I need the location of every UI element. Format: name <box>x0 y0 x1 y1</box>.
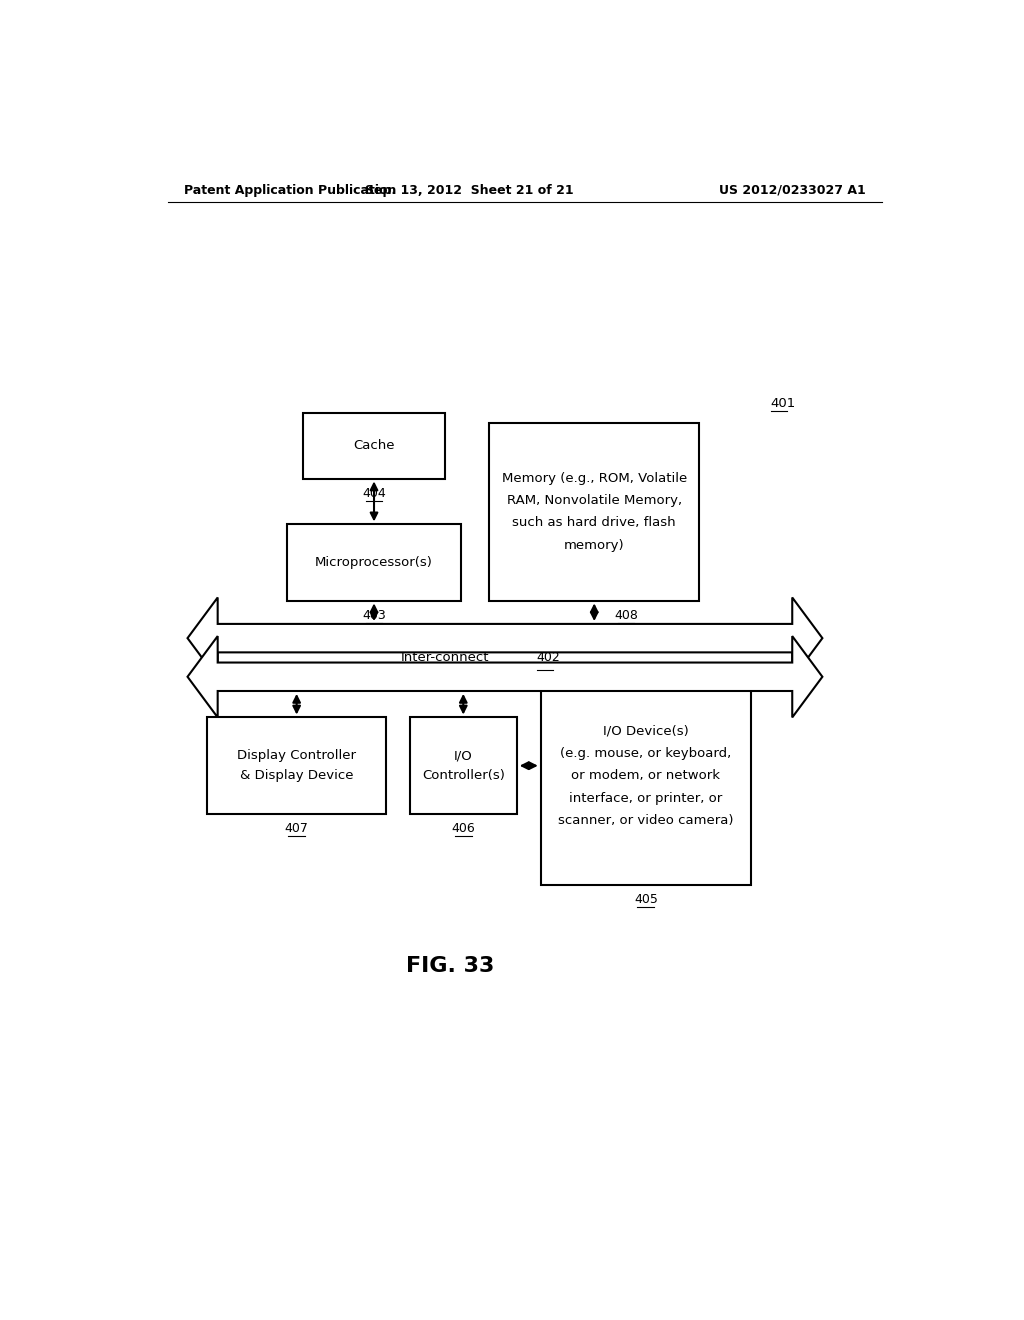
Polygon shape <box>187 598 822 678</box>
Text: 401: 401 <box>771 397 796 411</box>
FancyBboxPatch shape <box>303 412 445 479</box>
Text: FIG. 33: FIG. 33 <box>406 956 495 977</box>
Text: memory): memory) <box>564 539 625 552</box>
Text: 408: 408 <box>614 609 638 622</box>
Text: such as hard drive, flash: such as hard drive, flash <box>512 516 676 529</box>
Text: 404: 404 <box>362 487 386 500</box>
FancyBboxPatch shape <box>207 718 386 814</box>
Text: Display Controller: Display Controller <box>238 748 356 762</box>
Text: US 2012/0233027 A1: US 2012/0233027 A1 <box>719 183 866 197</box>
Text: Patent Application Publication: Patent Application Publication <box>183 183 396 197</box>
Text: scanner, or video camera): scanner, or video camera) <box>558 814 733 828</box>
Polygon shape <box>187 636 822 718</box>
Text: Inter-connect: Inter-connect <box>401 651 489 664</box>
Text: I/O Device(s): I/O Device(s) <box>603 725 689 738</box>
FancyBboxPatch shape <box>489 422 699 601</box>
Text: interface, or printer, or: interface, or printer, or <box>569 792 723 805</box>
FancyBboxPatch shape <box>541 667 751 886</box>
Text: RAM, Nonvolatile Memory,: RAM, Nonvolatile Memory, <box>507 494 682 507</box>
Text: & Display Device: & Display Device <box>240 770 353 783</box>
Text: I/O: I/O <box>454 748 473 762</box>
Text: Controller(s): Controller(s) <box>422 770 505 783</box>
Text: 402: 402 <box>537 651 560 664</box>
Text: or modem, or network: or modem, or network <box>571 770 720 783</box>
Text: Memory (e.g., ROM, Volatile: Memory (e.g., ROM, Volatile <box>502 471 687 484</box>
Text: 407: 407 <box>285 822 308 836</box>
Text: Sep. 13, 2012  Sheet 21 of 21: Sep. 13, 2012 Sheet 21 of 21 <box>365 183 573 197</box>
Text: Microprocessor(s): Microprocessor(s) <box>315 556 433 569</box>
Text: (e.g. mouse, or keyboard,: (e.g. mouse, or keyboard, <box>560 747 731 760</box>
Text: 406: 406 <box>452 822 475 836</box>
Text: 403: 403 <box>362 609 386 622</box>
FancyBboxPatch shape <box>410 718 517 814</box>
FancyBboxPatch shape <box>287 524 462 601</box>
Text: Cache: Cache <box>353 440 395 451</box>
Text: 405: 405 <box>634 894 657 907</box>
